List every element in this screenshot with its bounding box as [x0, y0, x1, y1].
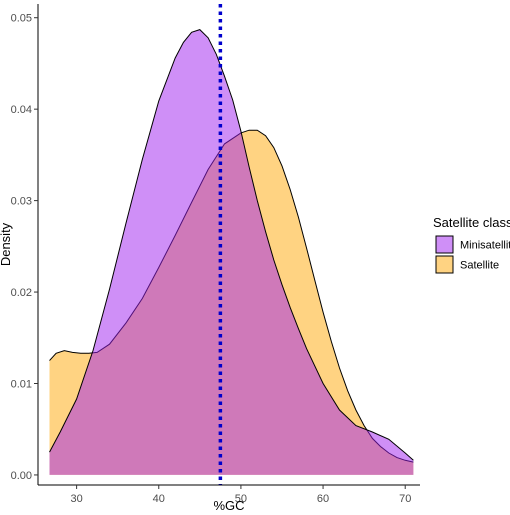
plot-area — [49, 4, 414, 485]
x-tick-label: 40 — [153, 493, 165, 505]
x-tick-label: 70 — [399, 493, 411, 505]
legend-swatch-minisatellite — [435, 235, 454, 254]
legend-label-satellite: Satellite — [460, 260, 499, 272]
density-area-minisatellite — [49, 29, 414, 475]
legend: Satellite class Minisatellite Satellite — [433, 215, 510, 274]
x-tick-label: 50 — [235, 493, 247, 505]
x-tick-label: 30 — [70, 493, 82, 505]
x-axis-title: %GC — [213, 498, 244, 513]
legend-title: Satellite class — [433, 215, 510, 230]
axes: 0.00 0.01 0.02 0.03 0.04 0.05 30 40 50 60 70 — [11, 4, 420, 505]
legend-label-minisatellite: Minisatellite — [460, 240, 510, 252]
y-tick-label: 0.01 — [11, 378, 32, 390]
y-tick-label: 0.02 — [11, 287, 32, 299]
y-tick-label: 0.04 — [11, 104, 32, 116]
x-tick-label: 60 — [317, 493, 329, 505]
y-tick-label: 0.05 — [11, 13, 32, 25]
legend-swatch-satellite — [435, 255, 454, 274]
y-axis-title: Density — [0, 222, 13, 266]
y-tick-label: 0.03 — [11, 196, 32, 208]
y-tick-label: 0.00 — [11, 470, 32, 482]
density-curve-minisatellite — [49, 29, 414, 461]
